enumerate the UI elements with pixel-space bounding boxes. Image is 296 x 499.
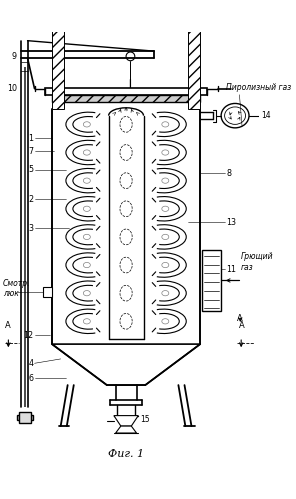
- Bar: [52, 95, 200, 102]
- Bar: [20, 67, 28, 407]
- Bar: [188, 0, 200, 109]
- Text: Смотр.
люк: Смотр. люк: [3, 278, 30, 298]
- Text: 13: 13: [226, 218, 236, 227]
- Text: 3: 3: [29, 224, 34, 233]
- Bar: [52, 0, 64, 109]
- Text: А: А: [239, 321, 244, 330]
- Text: 14: 14: [261, 111, 271, 120]
- Text: 12: 12: [23, 331, 34, 340]
- Text: Пиролизный газ: Пиролизный газ: [226, 83, 292, 92]
- Text: 11: 11: [226, 264, 236, 273]
- Text: 15: 15: [140, 416, 150, 425]
- Bar: [17, 415, 33, 420]
- Polygon shape: [114, 416, 138, 426]
- Text: 7: 7: [28, 147, 34, 156]
- Text: 8: 8: [226, 169, 231, 178]
- Text: 2: 2: [28, 195, 34, 204]
- Bar: [202, 250, 221, 311]
- Bar: [45, 88, 207, 95]
- Text: 4: 4: [29, 359, 34, 368]
- Text: А: А: [5, 321, 11, 330]
- Text: 10: 10: [7, 84, 17, 93]
- Polygon shape: [116, 426, 136, 433]
- Text: 9: 9: [12, 52, 17, 61]
- Text: А: А: [237, 314, 243, 323]
- Bar: [43, 286, 52, 297]
- Text: Грющий
газ: Грющий газ: [240, 252, 273, 272]
- Bar: [19, 412, 31, 423]
- Text: Фиг. 1: Фиг. 1: [108, 449, 144, 459]
- Text: 6: 6: [29, 374, 34, 383]
- Polygon shape: [52, 344, 200, 385]
- Text: 1: 1: [29, 134, 34, 143]
- Text: 5: 5: [28, 165, 34, 174]
